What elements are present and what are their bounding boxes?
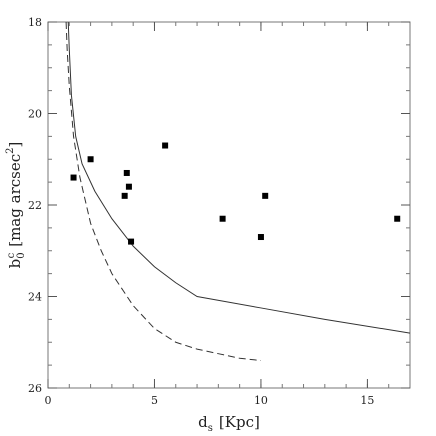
model-curves — [65, 21, 411, 362]
data-point — [257, 234, 264, 241]
y-axis-label-unit-close: ] — [6, 142, 24, 148]
x-axis-label-unit: [Kpc] — [219, 413, 260, 431]
x-tick-label: 0 — [45, 394, 52, 407]
y-axis-label-unit-sup: 2 — [5, 148, 16, 154]
data-point — [123, 169, 130, 176]
data-point — [125, 183, 132, 190]
axis-tick-labels: 0 5 10 15 18 20 22 24 26 — [28, 16, 374, 407]
dashed-model-curve — [65, 21, 261, 362]
y-tick-label: 24 — [28, 291, 42, 304]
y-tick-label: 26 — [28, 382, 42, 395]
x-tick-label: 5 — [151, 394, 158, 407]
y-axis-label-unit: [mag arcsec — [6, 154, 24, 247]
data-point — [121, 192, 128, 199]
x-axis-label-main: d — [198, 413, 208, 431]
data-point — [70, 174, 77, 181]
y-tick-label: 18 — [28, 16, 42, 29]
x-tick-label: 15 — [360, 394, 374, 407]
y-axis-label: b0c [mag arcsec2] — [5, 142, 27, 269]
data-point — [219, 215, 226, 222]
x-axis-label: ds [Kpc] — [198, 413, 260, 434]
solid-model-curve — [67, 21, 411, 334]
data-point — [128, 238, 135, 245]
y-tick-label: 22 — [28, 199, 42, 212]
data-points — [70, 142, 401, 245]
y-axis-label-sub: 0 — [16, 252, 27, 258]
plot-frame — [47, 21, 411, 389]
data-point — [87, 156, 94, 163]
x-tick-label: 10 — [254, 394, 268, 407]
data-point — [262, 192, 269, 199]
x-axis-label-sub: s — [208, 423, 213, 434]
data-point — [394, 215, 401, 222]
y-tick-label: 20 — [28, 108, 42, 121]
y-axis-label-main: b — [6, 259, 24, 269]
axis-ticks — [47, 21, 411, 389]
y-axis-label-sup: c — [6, 252, 17, 258]
data-point — [162, 142, 169, 149]
